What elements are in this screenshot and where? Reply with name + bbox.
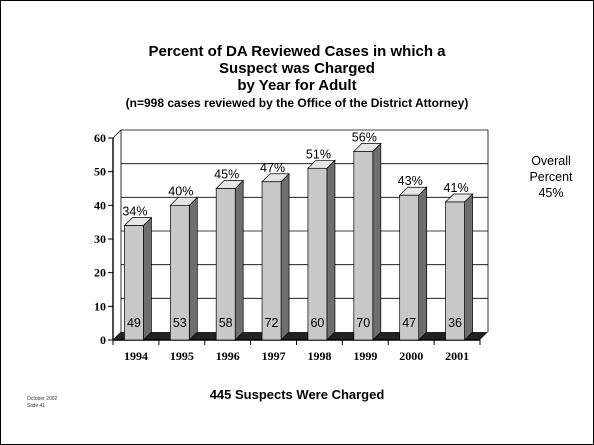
bar-count-label: 47 (402, 316, 416, 330)
bar-value-label: 45% (214, 168, 239, 182)
bar-value-label: 41% (444, 181, 469, 195)
bar-side (143, 216, 152, 341)
y-tick-label: 40 (94, 198, 106, 212)
bar-count-label: 72 (265, 316, 279, 330)
bar-value-label: 34% (122, 205, 147, 219)
x-tick-label: 1994 (124, 349, 148, 363)
slide-info: October 2002 Slide 41 (27, 396, 57, 410)
bar (353, 151, 374, 341)
x-tick-label: 1996 (216, 349, 240, 363)
x-tick-label: 1999 (353, 349, 377, 363)
chart-subtitle: (n=998 cases reviewed by the Office of t… (125, 96, 469, 110)
x-tick-label: 1995 (170, 349, 194, 363)
bar-2000 (398, 186, 428, 341)
y-tick-label: 50 (94, 165, 106, 179)
left-wall (112, 129, 122, 341)
bar-side (418, 186, 428, 341)
x-tick-label: 1997 (262, 349, 286, 363)
y-tick-label: 30 (94, 232, 106, 246)
bar (261, 181, 282, 341)
chart-floor (113, 332, 488, 340)
bar-side (464, 193, 473, 341)
chart-title-line-2: Suspect was Charged (219, 60, 375, 77)
bar-count-label: 36 (448, 316, 462, 330)
x-tick-label: 2001 (445, 349, 469, 363)
bar-count-label: 49 (127, 316, 141, 330)
footer-caption: 445 Suspects Were Charged (209, 387, 385, 402)
bar-1995 (169, 196, 199, 341)
bar-value-label: 51% (306, 147, 331, 161)
bar-value-label: 40% (168, 184, 193, 198)
bar-value-label: 47% (260, 161, 285, 175)
bar-value-label: 43% (398, 174, 423, 188)
bar-2001 (444, 193, 474, 341)
bar-count-label: 53 (173, 316, 187, 330)
bar (399, 194, 420, 341)
chart-title-line-3: by Year for Adult (237, 77, 357, 94)
bar-side (372, 142, 382, 341)
bar (445, 201, 465, 341)
bar-count-label: 60 (310, 316, 324, 330)
bar (124, 225, 144, 341)
annotation-line-2: Percent (529, 170, 573, 184)
bar-count-label: 58 (219, 316, 233, 330)
bar-side (280, 172, 290, 341)
overall-percent-annotation: Overall Percent 45% (516, 153, 586, 201)
bar-side (234, 179, 244, 341)
bar-value-label: 56% (352, 130, 377, 144)
bar-count-label: 70 (356, 316, 370, 330)
bar-1999 (352, 142, 382, 341)
bar-side (188, 196, 198, 341)
y-tick-label: 0 (100, 333, 106, 347)
annotation-line-3: 45% (538, 186, 564, 200)
slide-number: Slide 41 (27, 403, 46, 409)
y-tick-label: 10 (94, 299, 106, 313)
bar-side (326, 159, 336, 341)
bar (307, 167, 328, 341)
y-tick-label: 20 (94, 266, 106, 280)
bar-1998 (307, 159, 336, 341)
annotation-line-1: Overall (531, 154, 571, 168)
bar-1997 (261, 172, 290, 341)
bar-1996 (215, 179, 245, 341)
y-tick-label: 60 (94, 131, 106, 145)
bar (215, 188, 236, 341)
slide-date: October 2002 (27, 396, 58, 402)
x-tick-label: 2000 (399, 349, 423, 363)
x-tick-label: 1998 (307, 349, 331, 363)
bar-1994 (123, 216, 153, 341)
bar (169, 204, 190, 341)
chart-title-line-1: Percent of DA Reviewed Cases in which a (148, 43, 446, 60)
chart-title-block: Percent of DA Reviewed Cases in which a … (0, 43, 594, 111)
